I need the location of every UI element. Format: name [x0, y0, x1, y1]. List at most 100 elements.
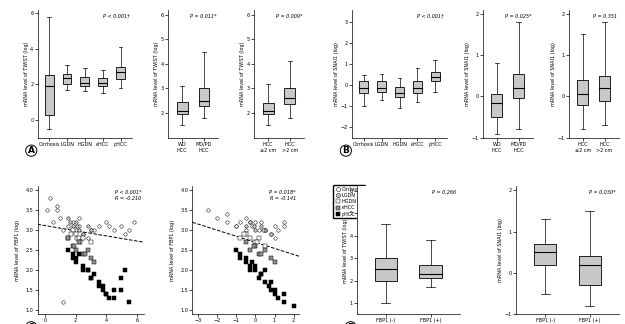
Point: [116, 276, 126, 281]
Point: [68, 256, 78, 261]
Point: [98, 284, 108, 289]
Point: [251, 240, 261, 245]
Point: [42, 208, 52, 213]
Point: [74, 228, 84, 233]
Point: [83, 248, 93, 253]
Point: [256, 272, 266, 277]
Point: [251, 264, 261, 269]
Point: [269, 224, 279, 229]
Point: [245, 220, 255, 225]
Text: B: B: [342, 146, 349, 155]
Point: [63, 248, 73, 253]
Point: [101, 292, 111, 297]
Point: [83, 268, 93, 273]
Point: [235, 220, 245, 225]
Point: [109, 296, 119, 301]
Point: [279, 292, 289, 297]
Point: [260, 268, 270, 273]
Point: [63, 224, 73, 229]
Point: [222, 220, 232, 225]
Text: P < 0.001†: P < 0.001†: [418, 14, 444, 18]
Point: [71, 232, 81, 237]
Point: [52, 208, 62, 213]
Point: [94, 224, 104, 229]
Bar: [262, 103, 274, 114]
Point: [256, 272, 266, 277]
Point: [260, 248, 270, 253]
Point: [247, 260, 257, 265]
Point: [241, 240, 251, 245]
Point: [116, 224, 126, 229]
Text: P = 0.266: P = 0.266: [432, 190, 456, 195]
Point: [119, 268, 129, 273]
Point: [241, 228, 251, 233]
Point: [266, 256, 276, 261]
Bar: [62, 74, 71, 84]
Point: [68, 244, 78, 249]
Point: [273, 228, 283, 233]
Point: [266, 280, 276, 285]
Text: P = 0.025*: P = 0.025*: [504, 14, 531, 18]
Point: [231, 248, 241, 253]
Point: [74, 224, 84, 229]
Point: [74, 240, 84, 245]
Point: [256, 252, 266, 257]
Point: [71, 256, 81, 261]
Legend: Cirrhosis, LGDN, HGDN, eHCC, pHCC: Cirrhosis, LGDN, HGDN, eHCC, pHCC: [333, 185, 364, 218]
Point: [241, 232, 251, 237]
Point: [78, 232, 88, 237]
Point: [71, 260, 81, 265]
Point: [68, 220, 78, 225]
Y-axis label: mRNA level of TWIST (log): mRNA level of TWIST (log): [154, 41, 159, 106]
Point: [249, 224, 259, 229]
Point: [104, 224, 114, 229]
Point: [245, 220, 255, 225]
Point: [251, 220, 261, 225]
Point: [245, 264, 255, 269]
Point: [48, 220, 58, 225]
Point: [241, 256, 251, 261]
Point: [231, 224, 241, 229]
Point: [68, 252, 78, 257]
Point: [241, 260, 251, 265]
Point: [94, 284, 104, 289]
Y-axis label: mRNA level of FBP1 (log): mRNA level of FBP1 (log): [170, 220, 175, 281]
Point: [260, 228, 270, 233]
Point: [269, 260, 279, 265]
Point: [260, 244, 270, 249]
Point: [273, 296, 283, 301]
Point: [59, 300, 69, 305]
Text: P = 0.018*
R = -0.141: P = 0.018* R = -0.141: [269, 190, 296, 201]
Point: [74, 216, 84, 221]
Point: [63, 236, 73, 241]
Point: [86, 228, 96, 233]
Point: [213, 216, 222, 221]
Point: [256, 224, 266, 229]
Point: [71, 248, 81, 253]
Point: [98, 288, 108, 293]
Point: [75, 240, 85, 245]
Point: [72, 224, 82, 229]
Point: [74, 236, 84, 241]
Point: [71, 236, 81, 241]
Bar: [599, 76, 610, 100]
Y-axis label: mRNA level of SNAI1 (log): mRNA level of SNAI1 (log): [334, 42, 339, 106]
Point: [241, 216, 251, 221]
Bar: [578, 80, 588, 105]
Bar: [81, 77, 89, 86]
Point: [235, 252, 245, 257]
Point: [258, 228, 268, 233]
Point: [245, 268, 255, 273]
Point: [251, 228, 261, 233]
Point: [119, 232, 129, 237]
Point: [77, 236, 87, 241]
Bar: [284, 88, 296, 104]
Bar: [395, 87, 404, 97]
Point: [109, 288, 119, 293]
Point: [78, 232, 88, 237]
Point: [253, 240, 262, 245]
Point: [86, 276, 96, 281]
Point: [52, 204, 62, 209]
Bar: [513, 74, 524, 98]
Y-axis label: mRNA level of TWIST (log): mRNA level of TWIST (log): [24, 41, 29, 106]
